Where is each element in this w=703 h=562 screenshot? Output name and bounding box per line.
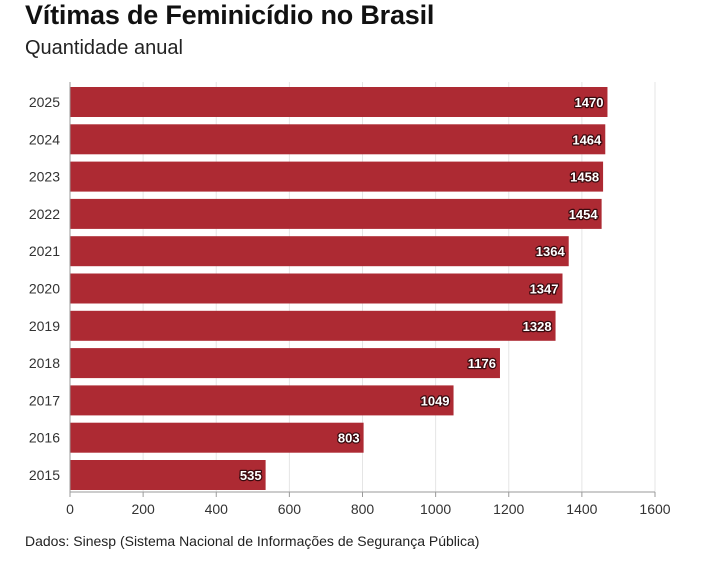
x-tick-label: 1000 (420, 501, 451, 517)
data-label: 1347 (530, 282, 559, 297)
data-source-note: Dados: Sinesp (Sistema Nacional de Infor… (25, 533, 480, 549)
data-label: 1454 (569, 207, 599, 222)
chart-subtitle: Quantidade anual (25, 37, 183, 59)
data-label: 1464 (572, 132, 602, 147)
bar-2018 (70, 348, 500, 379)
data-label: 535 (240, 468, 262, 483)
data-label: 1364 (536, 244, 566, 259)
chart-title: Vítimas de Feminicídio no Brasil (25, 0, 435, 30)
y-tick-label: 2024 (29, 131, 60, 147)
x-tick-label: 1600 (639, 501, 670, 517)
y-tick-label: 2025 (29, 94, 60, 110)
bar-2015 (70, 460, 266, 490)
data-label: 1458 (570, 170, 599, 185)
data-label: 1176 (468, 356, 496, 371)
bar-chart: 0 200 400 600 800 1000 1200 1400 1600 2025 1470 20… (29, 82, 671, 517)
y-tick-label: 2021 (29, 243, 60, 259)
x-tick-label: 0 (66, 501, 74, 517)
x-tick-label: 400 (205, 501, 229, 517)
data-label: 1328 (523, 319, 552, 334)
y-tick-label: 2018 (29, 355, 60, 371)
y-tick-label: 2016 (29, 430, 60, 446)
bar-2022 (70, 198, 602, 229)
x-tick-label: 800 (351, 501, 375, 517)
data-label: 803 (338, 431, 360, 446)
bar-2016 (70, 422, 364, 453)
y-tick-label: 2020 (29, 281, 60, 297)
bar-2023 (70, 161, 604, 192)
x-tick-label: 1400 (566, 501, 597, 517)
bar-2024 (70, 124, 606, 155)
bar-2019 (70, 310, 556, 341)
data-label: 1470 (575, 95, 604, 110)
y-tick-label: 2019 (29, 318, 60, 334)
y-tick-label: 2015 (29, 467, 60, 483)
x-tick-label: 600 (278, 501, 302, 517)
bar-2020 (70, 273, 563, 304)
data-label: 1049 (421, 393, 450, 408)
bar-2025 (70, 87, 608, 117)
x-tick-label: 1200 (493, 501, 524, 517)
bar-2021 (70, 236, 569, 267)
bar-2017 (70, 385, 454, 416)
y-tick-label: 2023 (29, 169, 60, 185)
y-tick-label: 2017 (29, 392, 60, 408)
x-tick-label: 200 (131, 501, 155, 517)
y-tick-label: 2022 (29, 206, 60, 222)
